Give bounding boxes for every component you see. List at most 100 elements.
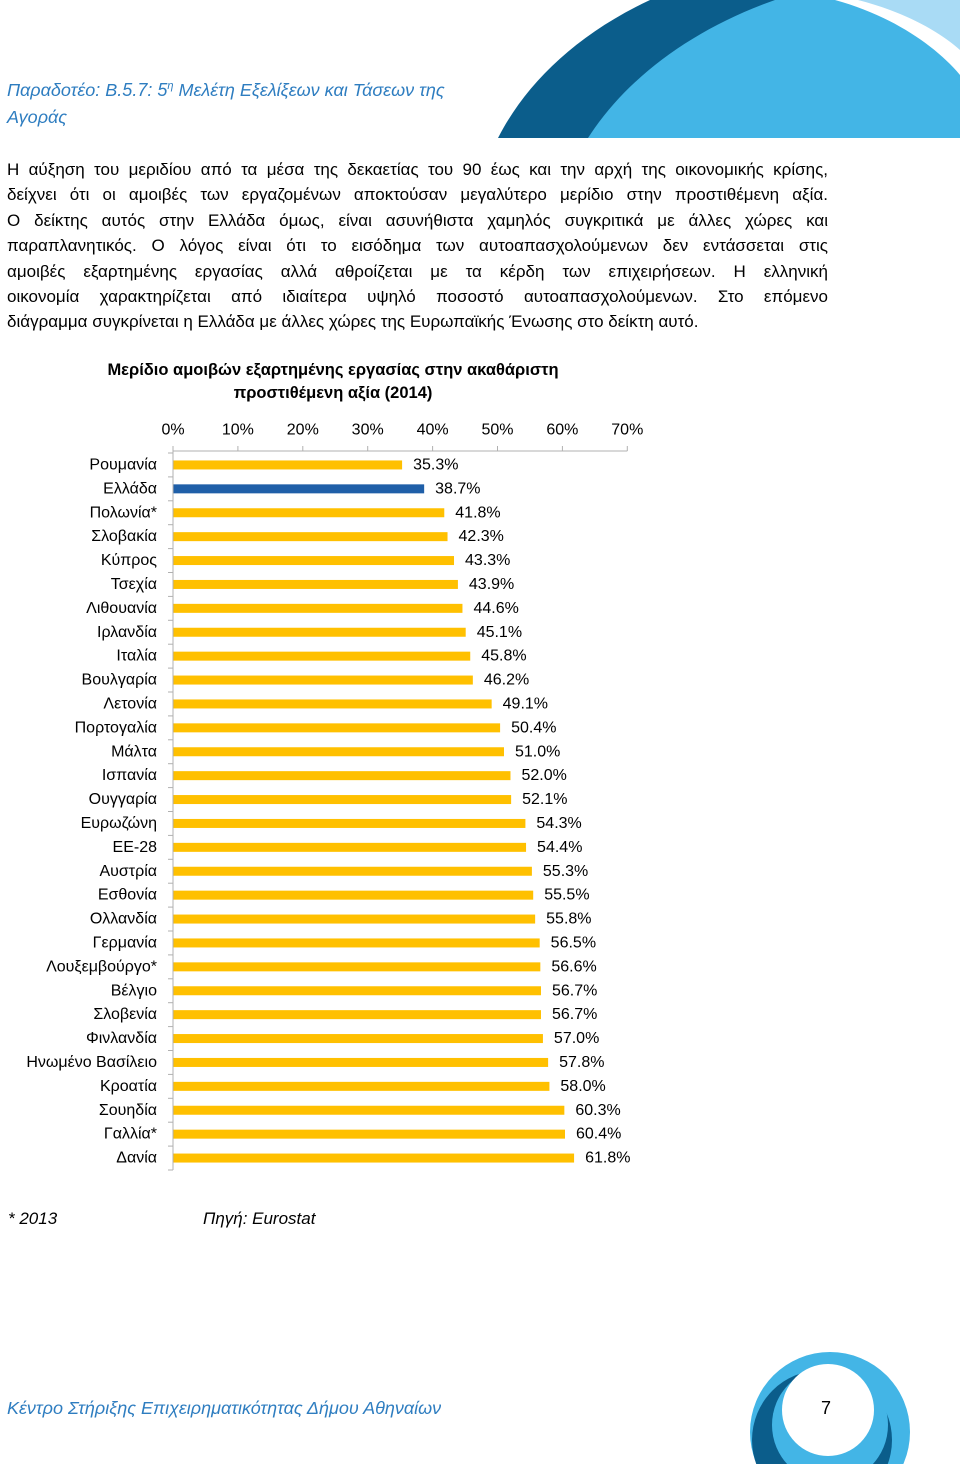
bar — [173, 842, 527, 852]
category-label: Ολλανδία — [90, 911, 157, 928]
bar — [173, 460, 403, 470]
data-label: 57.8% — [559, 1054, 604, 1071]
bar — [173, 771, 511, 781]
category-label: Σουηδία — [99, 1102, 157, 1119]
category-label: Λετονία — [103, 695, 157, 712]
data-label: 35.3% — [413, 456, 458, 473]
category-label: Ουγγαρία — [89, 791, 157, 808]
value-axis-tick-label: 10% — [222, 422, 254, 439]
category-label: Σλοβενία — [93, 1006, 157, 1023]
deliverable-title-line-2: Αγοράς — [7, 107, 68, 127]
data-label: 61.8% — [585, 1150, 630, 1167]
bar — [173, 675, 473, 685]
category-label: Βέλγιο — [111, 982, 157, 999]
data-label: 60.4% — [576, 1126, 621, 1143]
bar — [173, 747, 504, 757]
data-label: 45.1% — [477, 624, 522, 641]
data-label: 41.8% — [455, 504, 500, 521]
category-label: Ιταλία — [116, 648, 157, 665]
category-label: Κύπρος — [101, 552, 157, 569]
header-decoration — [498, 0, 960, 138]
paragraph-line: διάγραμμα συγκρίνεται η Ελλάδα με άλλες … — [7, 312, 699, 332]
data-label: 55.8% — [546, 911, 591, 928]
bar — [173, 627, 466, 637]
data-label: 58.0% — [560, 1078, 605, 1095]
category-label: Λουξεμβούργο* — [46, 958, 157, 975]
bar — [173, 818, 526, 828]
data-label: 44.6% — [473, 600, 518, 617]
header-swoosh-light — [588, 0, 960, 138]
data-label: 54.4% — [537, 839, 582, 856]
category-label: Κροατία — [100, 1078, 157, 1095]
bar — [173, 1129, 565, 1139]
chart-title-line-2: προστιθέμενη αξία (2014) — [233, 384, 433, 402]
bar — [173, 603, 463, 613]
data-label: 55.5% — [544, 887, 589, 904]
value-axis-tick-label: 60% — [546, 422, 578, 439]
bar — [173, 962, 541, 972]
data-label: 54.3% — [536, 815, 581, 832]
value-axis-tick-label: 20% — [287, 422, 319, 439]
data-label: 42.3% — [459, 528, 504, 545]
data-label: 45.8% — [481, 648, 526, 665]
data-label: 57.0% — [554, 1030, 599, 1047]
value-axis-tick-label: 70% — [611, 422, 643, 439]
category-label: Ηνωμένο Βασίλειο — [26, 1054, 157, 1071]
paragraph-line: παραπλανητικός. Ο λόγος είναι ότι το εισ… — [7, 236, 828, 256]
value-axis-tick-label: 0% — [161, 422, 184, 439]
data-label: 52.1% — [522, 791, 567, 808]
bar — [173, 938, 540, 948]
data-label: 38.7% — [435, 480, 480, 497]
paragraph-line: δείχνει ότι οι αμοιβές των εργαζομένων α… — [7, 185, 828, 205]
category-label: Ισπανία — [102, 767, 157, 784]
category-label: Γαλλία* — [104, 1126, 157, 1143]
category-label: Ρουμανία — [89, 456, 157, 473]
deliverable-title-prefix: Παραδοτέο: Β.5.7: 5 — [7, 80, 168, 100]
header-swoosh-pale — [858, 0, 960, 50]
deliverable-title-line-1: Παραδοτέο: Β.5.7: 5η Μελέτη Εξελίξεων κα… — [7, 77, 445, 104]
body-paragraph: Η αύξηση του μεριδίου από τα μέσα της δε… — [7, 157, 828, 335]
bar — [173, 532, 448, 542]
bar — [173, 699, 492, 709]
category-label: Λιθουανία — [86, 600, 157, 617]
data-label: 56.7% — [552, 982, 597, 999]
page-number: 7 — [820, 1398, 831, 1418]
bar — [173, 986, 541, 996]
bar — [173, 1081, 550, 1091]
category-label: Γερμανία — [93, 934, 157, 951]
bar — [173, 651, 471, 661]
category-label: Μάλτα — [111, 743, 157, 760]
bar — [173, 795, 512, 805]
paragraph-line: Η αύξηση του μεριδίου από τα μέσα της δε… — [7, 160, 828, 179]
asterisk-footnote: * 2013 — [8, 1209, 58, 1228]
data-label: 46.2% — [484, 672, 529, 689]
category-label: ΕΕ-28 — [113, 839, 158, 856]
paragraph-line: οικονομία χαρακτηρίζεται από ιδιαίτερα υ… — [7, 287, 828, 307]
deliverable-title-rest: Μελέτη Εξελίξεων και Τάσεων της — [178, 80, 445, 100]
data-label: 50.4% — [511, 719, 556, 736]
category-label: Πορτογαλία — [75, 719, 157, 736]
data-label: 43.9% — [469, 576, 514, 593]
bar — [173, 723, 501, 733]
category-label: Σλοβακία — [91, 528, 157, 545]
category-label: Εσθονία — [98, 887, 157, 904]
bar — [173, 914, 536, 924]
value-axis-tick-label: 50% — [481, 422, 513, 439]
bar — [173, 866, 532, 876]
data-label: 56.6% — [551, 958, 596, 975]
category-label: Ιρλανδία — [97, 624, 157, 641]
data-label: 52.0% — [521, 767, 566, 784]
category-label: Δανία — [116, 1150, 157, 1167]
category-label: Ελλάδα — [103, 480, 157, 497]
data-label: 55.3% — [543, 863, 588, 880]
category-label: Πολωνία* — [90, 504, 157, 521]
bar — [173, 1105, 565, 1115]
source-note: Πηγή: Eurostat — [203, 1209, 316, 1228]
paragraph-line: αμοιβές εξαρτημένης εργασίας αλλά αθροίζ… — [7, 261, 828, 281]
bar — [173, 1010, 541, 1020]
category-label: Ευρωζώνη — [81, 815, 157, 832]
bar — [173, 484, 425, 494]
ordinal-superscript: η — [167, 80, 174, 92]
bar — [173, 890, 534, 900]
footer-logo — [750, 1352, 910, 1464]
